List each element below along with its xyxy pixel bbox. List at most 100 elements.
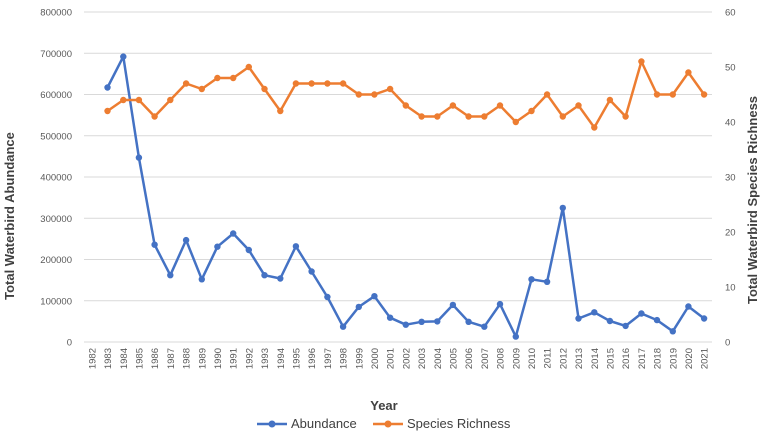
x-tick-label: 1999 <box>354 348 365 369</box>
data-point-abundance <box>371 293 378 300</box>
data-point-abundance <box>700 315 708 322</box>
data-point-species-richness <box>606 96 614 104</box>
data-point-species-richness <box>386 85 394 93</box>
data-point-species-richness <box>214 74 221 82</box>
data-point-abundance <box>198 276 205 283</box>
y-tick-label: 800000 <box>40 8 72 19</box>
data-point-abundance <box>559 204 566 212</box>
data-point-species-richness <box>120 96 127 104</box>
data-point-abundance <box>261 272 268 279</box>
y-axis-title: Total Waterbird Abundance <box>2 132 17 300</box>
data-point-abundance <box>653 316 661 324</box>
legend-label-species-richness: Species Richness <box>407 416 511 431</box>
x-tick-label: 1994 <box>276 348 287 369</box>
x-axis-ticks: 1982 1983 1984 1985 1986 1987 1988 1989 1990 1991… <box>87 348 710 369</box>
data-point-abundance <box>151 241 158 248</box>
x-tick-label: 2014 <box>590 348 601 369</box>
data-point-species-richness <box>402 102 409 109</box>
x-tick-label: 1987 <box>166 348 177 369</box>
data-point-abundance <box>355 303 362 311</box>
x-tick-label: 2012 <box>558 348 569 369</box>
data-point-species-richness <box>182 80 190 87</box>
left-axis-ticks: 0 100000 200000 300000 400000 500000 600000 700… <box>40 8 72 349</box>
series-line-abundance <box>106 55 705 338</box>
data-point-abundance <box>449 301 457 309</box>
y2-tick-label: 60 <box>725 8 736 19</box>
data-point-abundance <box>135 154 143 161</box>
x-tick-label: 2016 <box>621 348 632 369</box>
y2-tick-label: 40 <box>725 118 736 129</box>
x-tick-label: 2006 <box>464 348 475 369</box>
data-point-species-richness <box>622 113 629 120</box>
x-tick-label: 2003 <box>417 348 428 369</box>
data-point-abundance <box>591 309 598 316</box>
y-tick-label: 0 <box>67 338 72 349</box>
x-tick-label: 1984 <box>119 348 130 369</box>
x-tick-label: 2019 <box>668 348 679 369</box>
y-tick-label: 200000 <box>40 255 72 266</box>
y2-tick-label: 0 <box>725 338 730 349</box>
x-tick-label: 1983 <box>103 348 114 369</box>
x-tick-label: 2021 <box>700 348 711 369</box>
data-point-abundance <box>465 318 472 325</box>
data-point-species-richness <box>371 91 378 98</box>
data-point-species-richness <box>700 91 708 98</box>
y2-tick-label: 30 <box>725 173 736 184</box>
data-point-abundance <box>669 328 676 335</box>
data-point-abundance <box>512 333 519 340</box>
legend-label-abundance: Abundance <box>291 416 357 431</box>
data-point-abundance <box>528 276 535 283</box>
data-point-species-richness <box>277 107 284 115</box>
x-tick-label: 1995 <box>291 348 302 369</box>
legend-item-species-richness: Species Richness <box>373 416 511 431</box>
data-point-abundance <box>104 84 111 91</box>
data-point-species-richness <box>261 85 268 93</box>
data-point-species-richness <box>324 80 331 87</box>
data-point-abundance <box>308 268 315 275</box>
y-tick-label: 400000 <box>40 173 72 184</box>
data-point-abundance <box>292 243 300 250</box>
data-point-species-richness <box>167 96 174 104</box>
x-tick-label: 2013 <box>574 348 585 369</box>
x-axis-title: Year <box>370 398 397 413</box>
x-tick-label: 2000 <box>370 348 381 369</box>
data-point-species-richness <box>653 91 661 98</box>
x-tick-label: 1985 <box>134 348 145 369</box>
x-tick-label: 1992 <box>244 348 255 369</box>
x-tick-label: 2004 <box>433 348 444 369</box>
legend-marker-species-richness <box>384 420 392 428</box>
data-point-abundance <box>685 303 692 310</box>
data-point-species-richness <box>292 80 300 87</box>
data-point-species-richness <box>575 102 582 109</box>
x-tick-label: 2008 <box>496 348 507 369</box>
data-point-abundance <box>418 318 425 325</box>
data-point-abundance <box>638 310 645 317</box>
x-tick-label: 2018 <box>653 348 664 369</box>
data-point-species-richness <box>685 69 692 76</box>
data-point-abundance <box>324 293 331 301</box>
x-tick-label: 1998 <box>339 348 350 369</box>
data-point-species-richness <box>355 91 362 98</box>
data-point-species-richness <box>230 74 237 82</box>
y-tick-label: 600000 <box>40 90 72 101</box>
data-point-species-richness <box>559 113 566 120</box>
x-tick-label: 1993 <box>260 348 271 369</box>
y2-tick-label: 10 <box>725 283 736 294</box>
x-tick-label: 1988 <box>182 348 193 369</box>
data-point-species-richness <box>418 113 425 120</box>
x-tick-label: 2007 <box>480 348 491 369</box>
data-point-species-richness <box>308 80 315 87</box>
data-point-abundance <box>339 323 347 330</box>
data-point-species-richness <box>496 102 504 109</box>
x-tick-label: 1996 <box>307 348 318 369</box>
data-point-abundance <box>606 317 614 325</box>
data-point-abundance <box>245 246 252 254</box>
x-tick-label: 2005 <box>448 348 459 369</box>
data-point-species-richness <box>135 96 143 104</box>
data-point-species-richness <box>434 113 441 120</box>
data-point-species-richness <box>198 85 205 93</box>
legend-marker-abundance <box>268 420 276 428</box>
data-point-species-richness <box>449 102 457 109</box>
legend-item-abundance: Abundance <box>257 416 357 431</box>
y-tick-label: 500000 <box>40 131 72 142</box>
